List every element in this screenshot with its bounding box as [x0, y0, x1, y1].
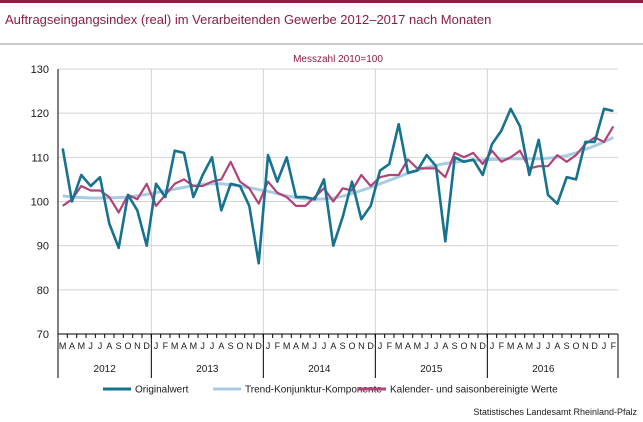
- month-label: J: [154, 341, 159, 351]
- month-label: M: [190, 341, 198, 351]
- month-label: M: [507, 341, 515, 351]
- source-note: Statistisches Landesamt Rheinland-Pfalz: [473, 407, 637, 417]
- month-label: A: [442, 341, 448, 351]
- month-label: A: [405, 341, 411, 351]
- month-label: A: [517, 341, 523, 351]
- month-label: S: [564, 341, 570, 351]
- month-label: N: [582, 341, 589, 351]
- month-label: N: [246, 341, 253, 351]
- legend-label: Trend-Konjunktur-Komponente: [245, 385, 382, 396]
- month-label: M: [283, 341, 291, 351]
- y-tick-label: 100: [31, 197, 49, 209]
- year-label: 2016: [532, 364, 555, 375]
- month-label: S: [116, 341, 122, 351]
- legend-label: Kalender- und saisonbereinigte Werte: [390, 385, 558, 396]
- month-label: F: [387, 341, 393, 351]
- top-accent-bar: [0, 0, 643, 3]
- month-label: M: [78, 341, 86, 351]
- month-label: A: [554, 341, 560, 351]
- month-label: D: [255, 341, 262, 351]
- page-title: Auftragseingangsindex (real) im Verarbei…: [5, 12, 492, 27]
- month-label: J: [490, 341, 495, 351]
- month-label: D: [591, 341, 598, 351]
- month-label: J: [210, 341, 215, 351]
- month-label: J: [378, 341, 383, 351]
- month-label: M: [526, 341, 534, 351]
- month-label: O: [348, 341, 355, 351]
- month-label: A: [330, 341, 336, 351]
- month-label: J: [98, 341, 103, 351]
- month-label: F: [499, 341, 505, 351]
- y-tick-label: 130: [31, 64, 49, 76]
- month-label: M: [395, 341, 403, 351]
- month-label: A: [218, 341, 224, 351]
- y-tick-label: 90: [37, 241, 49, 253]
- month-label: J: [434, 341, 439, 351]
- month-label: M: [414, 341, 422, 351]
- month-label: D: [367, 341, 374, 351]
- month-label: O: [460, 341, 467, 351]
- chart-subtitle: Messzahl 2010=100: [293, 54, 383, 65]
- month-label: D: [479, 341, 486, 351]
- month-label: N: [358, 341, 365, 351]
- month-label: J: [536, 341, 541, 351]
- month-label: F: [275, 341, 281, 351]
- legend-label: Originalwert: [135, 385, 189, 396]
- year-label: 2012: [94, 364, 117, 375]
- month-label: A: [293, 341, 299, 351]
- month-label: J: [88, 341, 93, 351]
- y-tick-label: 70: [37, 329, 49, 341]
- y-tick-label: 80: [37, 285, 49, 297]
- month-label: A: [181, 341, 187, 351]
- month-label: M: [171, 341, 179, 351]
- month-label: M: [59, 341, 67, 351]
- month-label: A: [69, 341, 75, 351]
- month-label: J: [312, 341, 317, 351]
- month-label: O: [236, 341, 243, 351]
- month-label: M: [302, 341, 310, 351]
- month-label: J: [424, 341, 429, 351]
- month-label: J: [322, 341, 327, 351]
- month-label: S: [452, 341, 458, 351]
- month-label: J: [546, 341, 551, 351]
- year-label: 2015: [420, 364, 443, 375]
- month-label: S: [228, 341, 234, 351]
- month-label: J: [602, 341, 607, 351]
- year-label: 2014: [308, 364, 331, 375]
- series-line-originalwert: [61, 107, 614, 265]
- month-label: F: [163, 341, 169, 351]
- month-label: J: [200, 341, 205, 351]
- month-label: O: [124, 341, 131, 351]
- month-label: D: [143, 341, 150, 351]
- y-tick-label: 110: [31, 152, 49, 164]
- month-label: N: [470, 341, 477, 351]
- year-label: 2013: [196, 364, 219, 375]
- month-label: F: [611, 341, 617, 351]
- header-divider: [0, 43, 643, 45]
- month-label: O: [572, 341, 579, 351]
- month-label: J: [266, 341, 271, 351]
- month-label: S: [340, 341, 346, 351]
- month-label: A: [106, 341, 112, 351]
- month-label: N: [134, 341, 141, 351]
- y-tick-label: 120: [31, 108, 49, 120]
